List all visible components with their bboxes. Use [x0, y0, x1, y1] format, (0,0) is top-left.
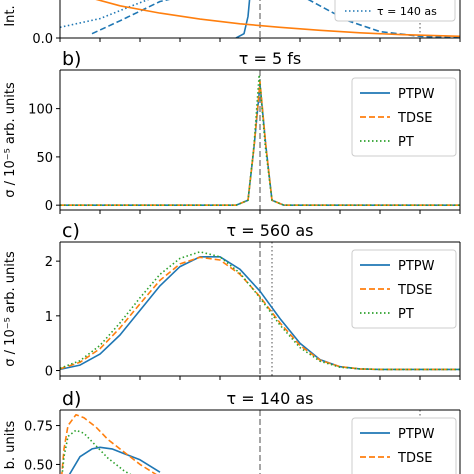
panel-d-legend-label-ptpw: PTPW — [398, 427, 435, 442]
panel-d-plot-area — [61, 410, 421, 474]
panel-a-series-dotted-blue — [60, 0, 150, 29]
panel-b-y-axis-label: σ / 10⁻⁵ arb. units — [3, 82, 18, 198]
panel-b-label: b) — [62, 48, 81, 70]
panel-b-series-pt — [60, 74, 460, 206]
panel-b-y-tick-label: 100 — [28, 103, 53, 118]
panel-b-y-tick-label: 50 — [36, 151, 53, 166]
plot-frames-layer — [56, 0, 461, 474]
panel-d-y-tick-label: 0.75 — [24, 420, 53, 435]
panel-a-series-dashed-blue-left — [91, 0, 170, 35]
panel-b-plot-area — [60, 70, 460, 210]
panel-b-y-tick-label: 0 — [45, 199, 53, 214]
panel-d-label: d) — [62, 388, 81, 410]
panel-d-legend-box — [351, 417, 457, 474]
panel-d-y-axis-label: b. units — [3, 421, 18, 470]
panel-c-title: τ = 560 as — [227, 221, 314, 240]
legend-layer: τ = 140 asPTPWTDSEPTPTPWTDSEPTPTPWTDSEPT — [334, 0, 457, 474]
panel-c-plot-area — [60, 242, 460, 376]
panel-c-legend-label-ptpw: PTPW — [398, 259, 435, 274]
panel-c-series-pt — [60, 251, 460, 371]
panel-d-series-ptpw — [68, 446, 161, 474]
panel-b-legend-label-ptpw: PTPW — [398, 87, 435, 102]
panel-a-legend-box — [334, 0, 456, 22]
panel-c-legend-label-tdse: TDSE — [397, 283, 432, 298]
panel-a-series-dashed-blue-right — [307, 0, 460, 38]
panel-c-y-tick-label: 2 — [45, 255, 53, 270]
panel-b-legend-box — [351, 77, 457, 157]
panel-a-legend-label: τ = 140 as — [377, 5, 437, 18]
plot-text-layer: 0.0 Int. 0 50 100 τ = 5 fs b) σ / 10⁻⁵ arb. uni… — [3, 5, 313, 473]
panel-d-series-tdse — [61, 413, 157, 474]
panel-c-label: c) — [62, 220, 80, 242]
panel-d-title: τ = 140 as — [227, 389, 314, 408]
panel-c-y-axis-label: σ / 10⁻⁵ arb. units — [3, 251, 18, 367]
panel-a-y-axis-label: Int. — [3, 5, 18, 26]
panel-a-series-orange — [95, 0, 460, 38]
panel-a-series-solid-blue — [235, 0, 251, 38]
panel-d-y-tick-label: 0.50 — [24, 458, 53, 473]
panel-b-title: τ = 5 fs — [239, 49, 301, 68]
panel-c-y-tick-label: 1 — [45, 310, 53, 325]
panel-d-series-pt — [61, 429, 132, 474]
panel-c-y-tick-label: 0 — [45, 365, 53, 380]
panel-b-legend-label-tdse: TDSE — [397, 111, 432, 126]
panel-a-y-tick-label: 0.0 — [32, 32, 53, 47]
plot-lines-layer — [60, 0, 460, 474]
panel-c-legend-label-pt: PT — [398, 307, 414, 322]
panel-b-legend-label-pt: PT — [398, 135, 414, 150]
panel-c-legend-box — [351, 249, 457, 329]
panel-d-legend-label-tdse: TDSE — [397, 451, 432, 466]
